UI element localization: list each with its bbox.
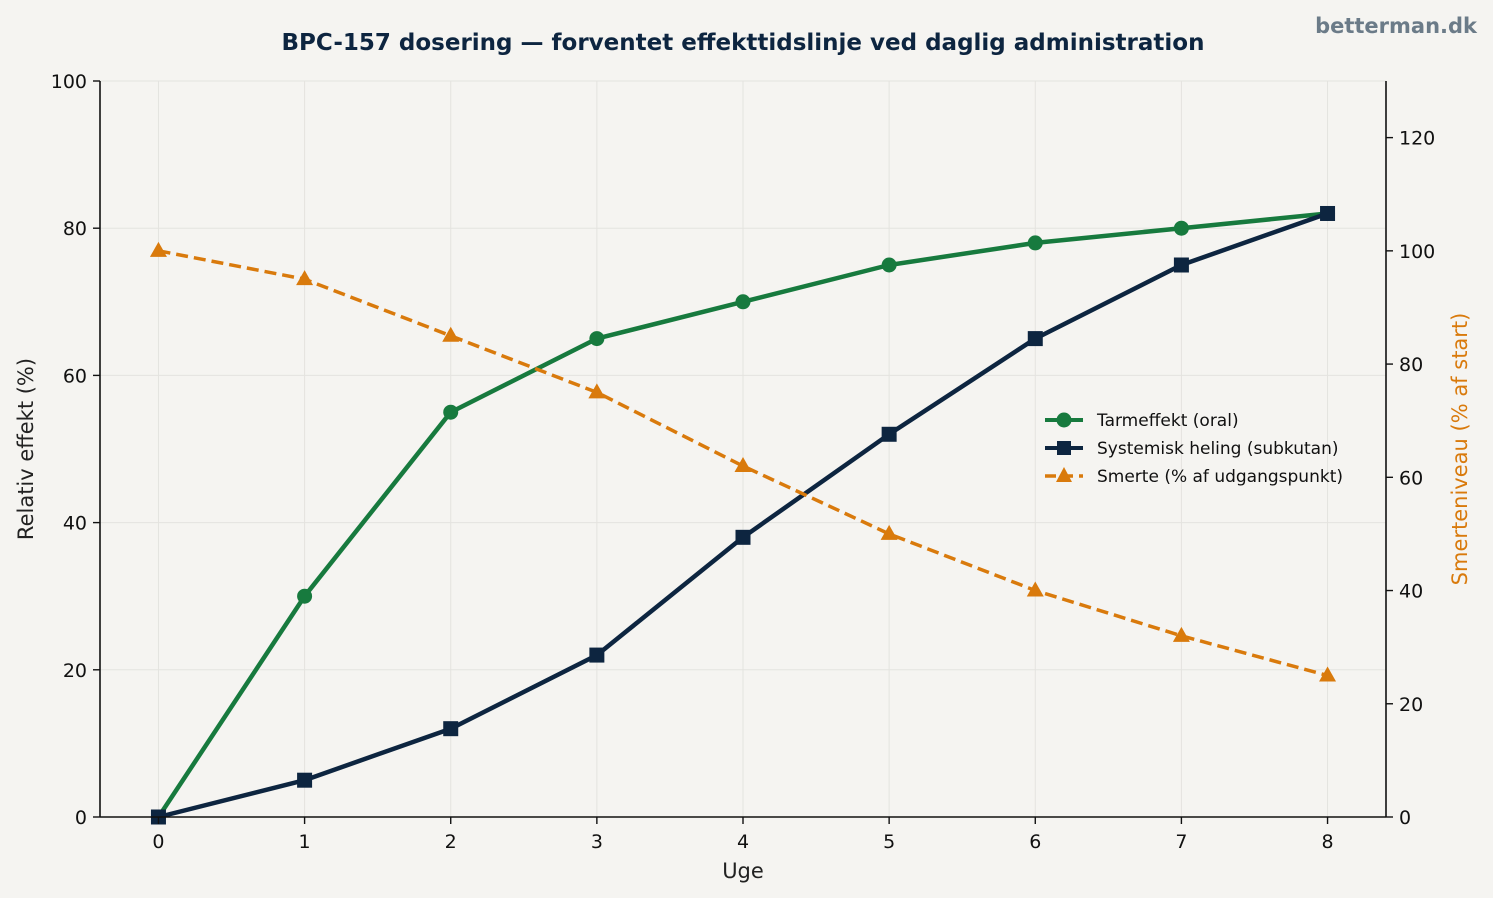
data-point-gut	[1027, 235, 1043, 251]
series-pain	[149, 241, 1337, 682]
series-line-pain	[158, 249, 1328, 678]
data-point-pain	[442, 326, 460, 342]
data-point-systemic	[443, 721, 459, 737]
data-point-systemic	[1173, 257, 1189, 273]
y-tick-label: 60	[63, 365, 87, 387]
data-point-systemic	[735, 529, 751, 545]
legend-entry-pain: Smerte (% af udgangspunkt)	[1045, 467, 1343, 487]
y-tick-label: 0	[75, 807, 87, 829]
x-tick-label: 7	[1175, 831, 1187, 853]
legend: Tarmeffekt (oral) Systemisk heling (subk…	[1045, 411, 1343, 487]
y-tick-label: 20	[63, 660, 87, 682]
data-point-gut	[297, 588, 313, 604]
data-point-pain	[1319, 666, 1337, 682]
data-point-gut	[881, 257, 897, 273]
x-tick-label: 3	[591, 831, 603, 853]
y-tick-label: 80	[63, 218, 87, 240]
data-point-pain	[296, 270, 314, 286]
y-axis-label: Relativ effekt (%)	[14, 358, 38, 540]
y2-tick-label: 40	[1399, 581, 1423, 603]
data-point-pain	[880, 524, 898, 540]
data-point-pain	[1026, 581, 1044, 597]
legend-marker-gut	[1056, 412, 1072, 428]
x-axis-label: Uge	[722, 859, 764, 883]
x-tick-label: 8	[1321, 831, 1333, 853]
data-point-systemic	[1320, 205, 1336, 221]
legend-label-gut: Tarmeffekt (oral)	[1096, 411, 1239, 431]
x-tick-label: 1	[299, 831, 311, 853]
y2-tick-label: 80	[1399, 354, 1423, 376]
data-point-systemic	[881, 426, 897, 442]
x-tick-label: 6	[1029, 831, 1041, 853]
y2-tick-label: 60	[1399, 467, 1423, 489]
data-point-pain	[734, 456, 752, 472]
data-point-pain	[588, 383, 606, 399]
data-point-gut	[589, 331, 605, 347]
legend-label-systemic: Systemisk heling (subkutan)	[1097, 439, 1339, 459]
data-point-gut	[735, 294, 751, 310]
data-point-pain	[149, 241, 167, 257]
data-point-pain	[1172, 626, 1190, 642]
series-gut	[150, 205, 1336, 825]
y2-tick-label: 100	[1399, 241, 1435, 263]
legend-marker-pain	[1056, 467, 1072, 482]
legend-marker-systemic	[1057, 441, 1071, 455]
data-point-gut	[1173, 220, 1189, 236]
legend-entry-systemic: Systemisk heling (subkutan)	[1045, 439, 1339, 459]
data-point-systemic	[589, 647, 605, 663]
chart-title: BPC-157 dosering — forventet effekttidsl…	[282, 30, 1205, 56]
brand-watermark: betterman.dk	[1315, 14, 1478, 38]
series-systemic	[150, 205, 1336, 825]
data-point-systemic	[297, 772, 313, 788]
y-tick-label: 100	[51, 71, 87, 93]
y2-tick-label: 20	[1399, 694, 1423, 716]
x-tick-label: 5	[883, 831, 895, 853]
series-layer	[149, 205, 1337, 825]
legend-label-pain: Smerte (% af udgangspunkt)	[1097, 467, 1343, 487]
data-point-systemic	[1027, 331, 1043, 347]
y2-axis-label: Smerteniveau (% af start)	[1448, 313, 1472, 586]
y-tick-label: 40	[63, 513, 87, 535]
y2-tick-label: 120	[1399, 128, 1435, 150]
legend-entry-gut: Tarmeffekt (oral)	[1045, 411, 1239, 431]
data-point-gut	[443, 404, 459, 420]
x-tick-label: 2	[445, 831, 457, 853]
y2-tick-label: 0	[1399, 807, 1411, 829]
x-tick-label: 0	[152, 831, 164, 853]
x-tick-label: 4	[737, 831, 749, 853]
